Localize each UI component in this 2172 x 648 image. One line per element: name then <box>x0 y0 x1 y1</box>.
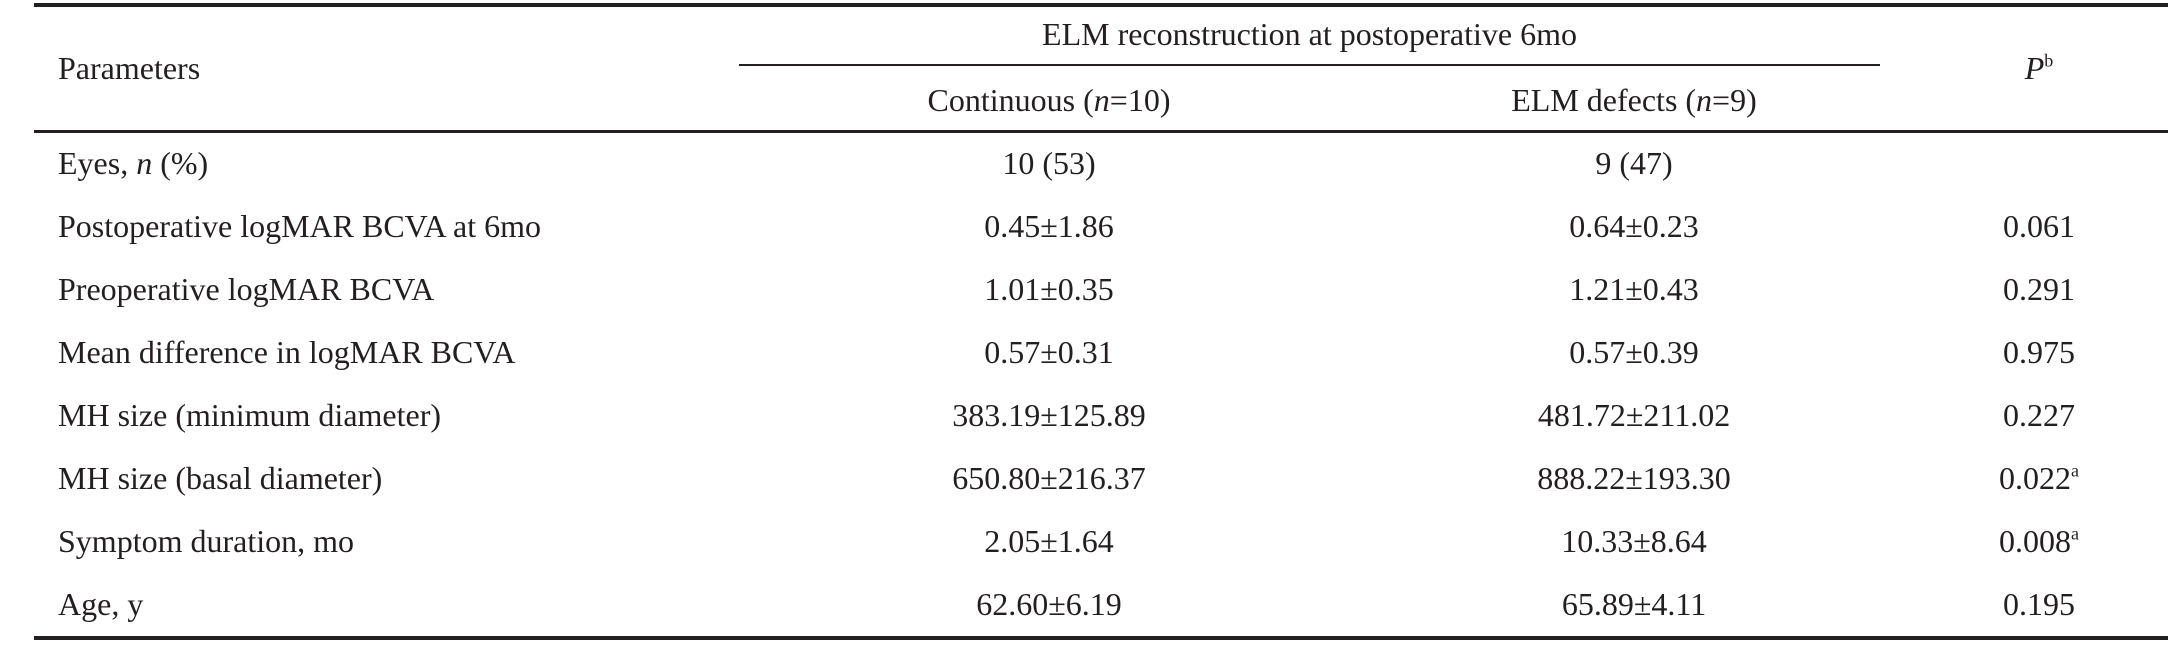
p-value: 0.291 <box>2003 271 2075 307</box>
row-label: MH size (minimum diameter) <box>58 397 442 433</box>
table-row: Mean difference in logMAR BCVA 0.57±0.31… <box>34 332 2168 372</box>
continuous-value: 383.19±125.89 <box>952 397 1146 433</box>
table-row: MH size (basal diameter) 650.80±216.37 8… <box>34 458 2168 498</box>
header-continuous: Continuous (n=10) <box>927 82 1171 118</box>
elm-defects-value: 0.64±0.23 <box>1569 208 1699 244</box>
row-label: Postoperative logMAR BCVA at 6mo <box>58 208 541 244</box>
row-label: Age, y <box>58 586 144 622</box>
bottom-rule <box>34 636 2168 640</box>
header-elm-reconstruction: ELM reconstruction at postoperative 6mo <box>1042 16 1577 52</box>
continuous-value: 10 (53) <box>1002 145 1096 181</box>
p-value: 0.195 <box>2003 586 2075 622</box>
header-p-value: Pb <box>2024 50 2054 86</box>
continuous-value: 650.80±216.37 <box>952 460 1146 496</box>
p-value: 0.022a <box>1999 460 2079 496</box>
p-value: 0.008a <box>1999 523 2079 559</box>
row-label: Eyes, n (%) <box>58 145 209 181</box>
table-row: Postoperative logMAR BCVA at 6mo 0.45±1.… <box>34 206 2168 246</box>
elm-defects-value: 9 (47) <box>1595 145 1673 181</box>
table-row: Symptom duration, mo 2.05±1.64 10.33±8.6… <box>34 521 2168 561</box>
continuous-value: 2.05±1.64 <box>984 523 1114 559</box>
continuous-value: 62.60±6.19 <box>976 586 1122 622</box>
elm-defects-value: 888.22±193.30 <box>1537 460 1731 496</box>
header-parameters: Parameters <box>58 50 201 86</box>
continuous-value: 1.01±0.35 <box>984 271 1114 307</box>
row-label: Symptom duration, mo <box>58 523 354 559</box>
elm-defects-value: 10.33±8.64 <box>1561 523 1707 559</box>
spanner-rule <box>739 64 1880 66</box>
p-value: 0.975 <box>2003 334 2075 370</box>
elm-defects-value: 0.57±0.39 <box>1569 334 1699 370</box>
header-elm-defects: ELM defects (n=9) <box>1511 82 1757 118</box>
header-rule <box>34 130 2168 133</box>
table-row: Eyes, n (%) 10 (53) 9 (47) <box>34 143 2168 183</box>
table-row: Preoperative logMAR BCVA 1.01±0.35 1.21±… <box>34 269 2168 309</box>
elm-defects-value: 481.72±211.02 <box>1537 397 1731 433</box>
p-value: 0.227 <box>2003 397 2075 433</box>
data-table: Parameters ELM reconstruction at postope… <box>34 0 2168 648</box>
row-label: MH size (basal diameter) <box>58 460 383 496</box>
p-value: 0.061 <box>2003 208 2075 244</box>
table-row: Age, y 62.60±6.19 65.89±4.11 0.195 <box>34 584 2168 624</box>
row-label: Preoperative logMAR BCVA <box>58 271 435 307</box>
table-row: MH size (minimum diameter) 383.19±125.89… <box>34 395 2168 435</box>
top-rule <box>34 3 2168 7</box>
row-label: Mean difference in logMAR BCVA <box>58 334 516 370</box>
elm-defects-value: 1.21±0.43 <box>1569 271 1699 307</box>
continuous-value: 0.57±0.31 <box>984 334 1114 370</box>
p-value <box>1939 143 2139 183</box>
continuous-value: 0.45±1.86 <box>984 208 1114 244</box>
elm-defects-value: 65.89±4.11 <box>1561 586 1707 622</box>
